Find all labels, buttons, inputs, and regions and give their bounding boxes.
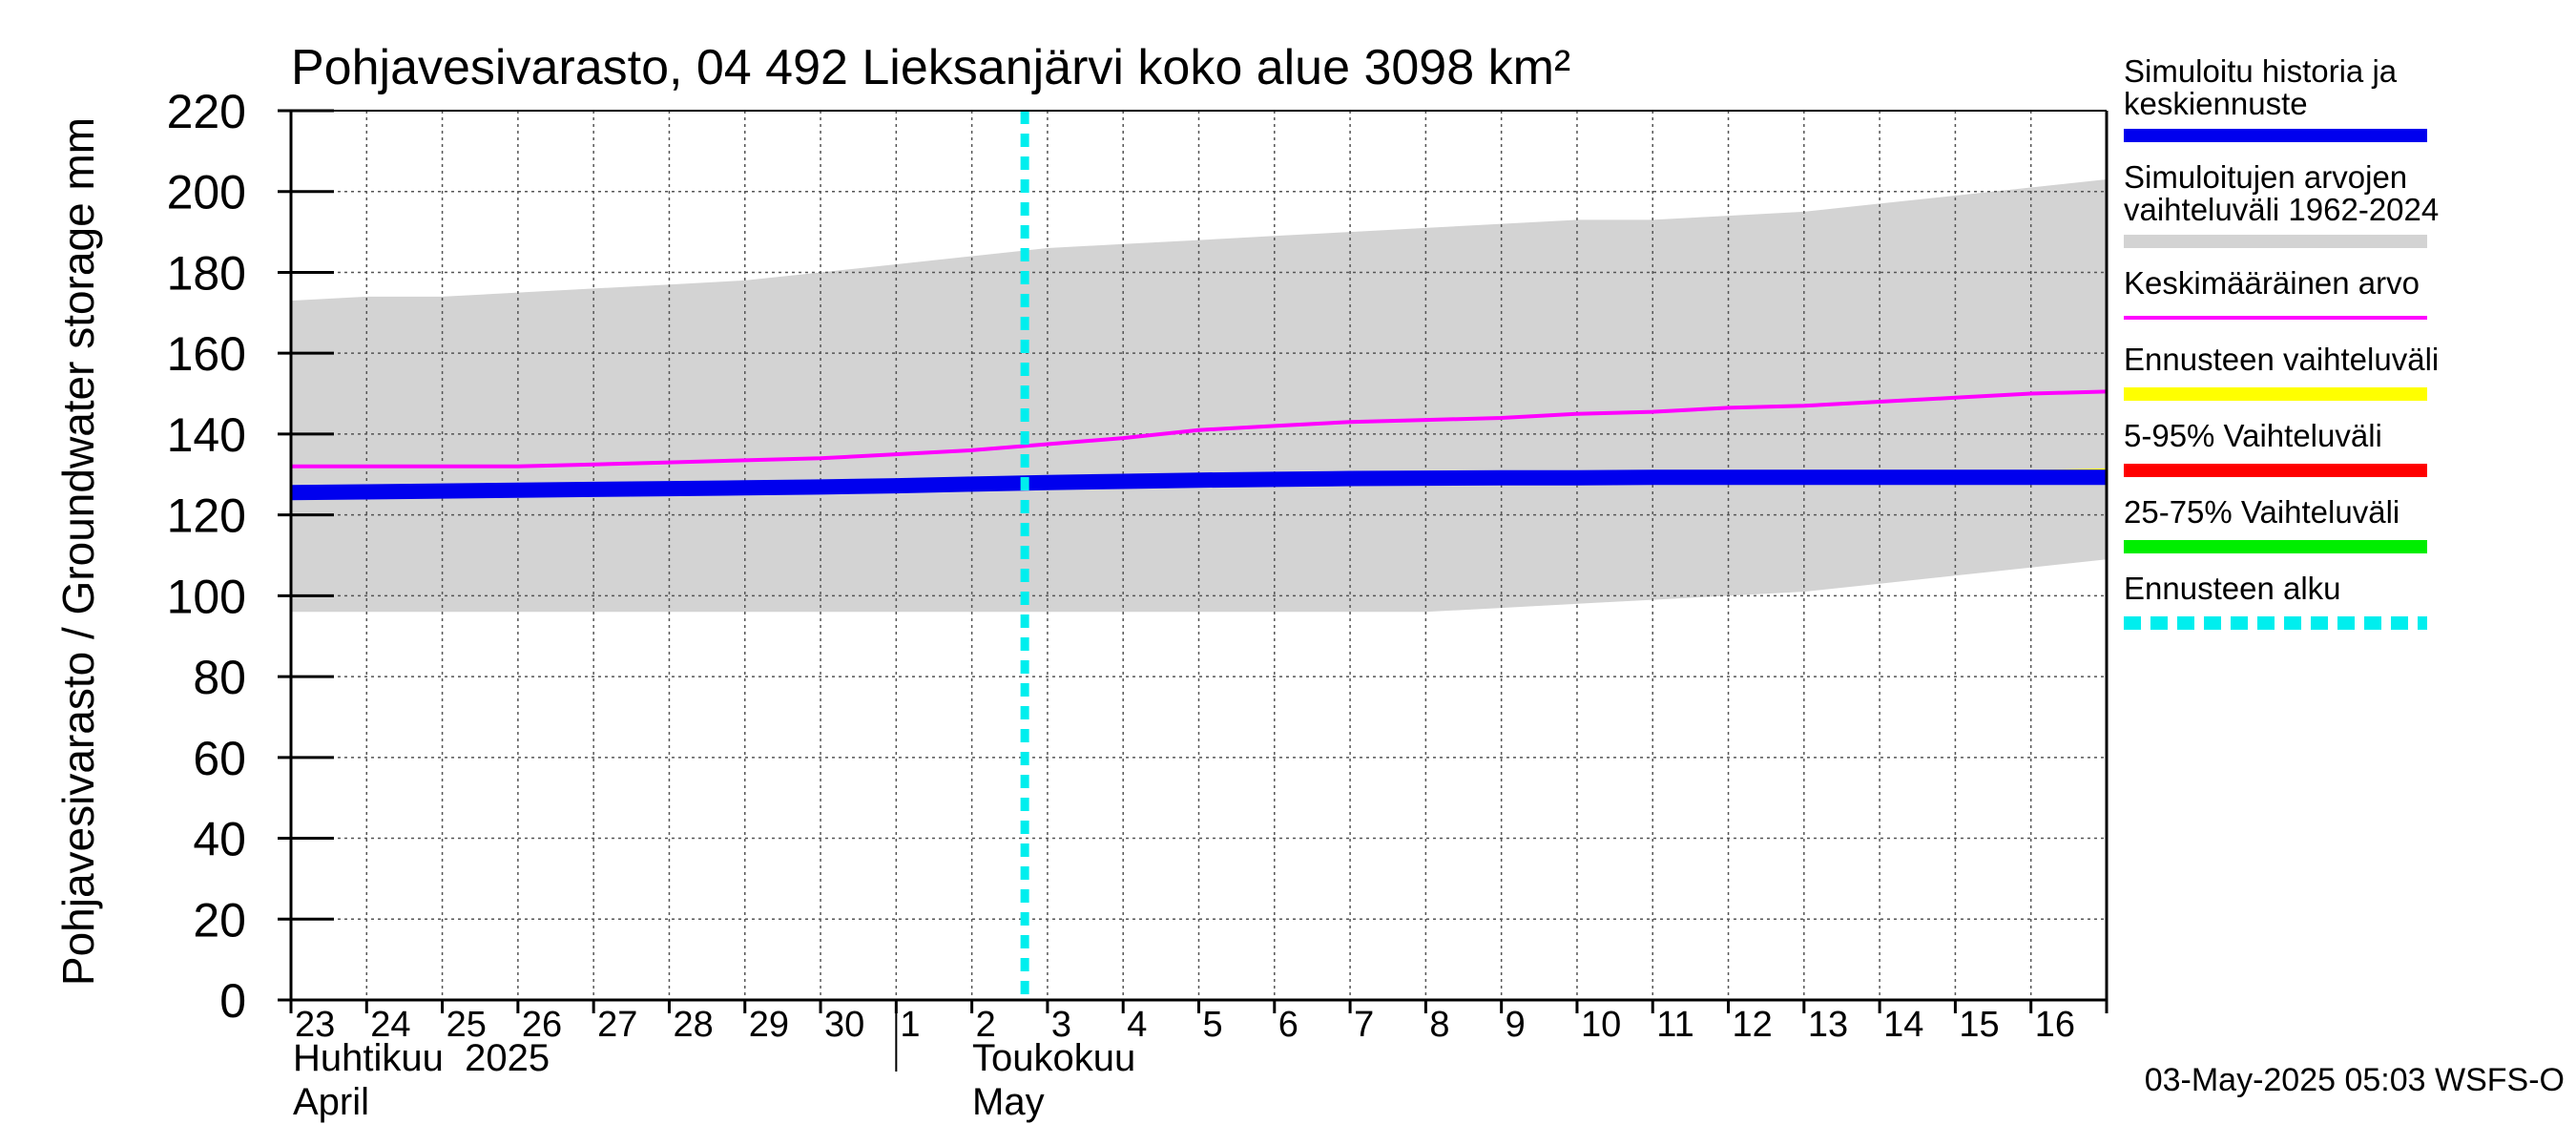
x-tick-label-20: 13 (1808, 1005, 1848, 1045)
legend-label-line1: Ennusteen vaihteluväli (2124, 342, 2439, 377)
y-tick-label-200: 200 (167, 166, 246, 219)
x-tick-label-4: 27 (597, 1005, 637, 1045)
y-tick-labels: 0 20 40 60 80 100 120 140 160 180 200 220 (167, 85, 246, 1028)
y-tick-label-0: 0 (219, 974, 246, 1028)
x-tick-label-11: 4 (1127, 1005, 1147, 1045)
month-label-may-line2: May (972, 1081, 1045, 1123)
month-label-april-line2: April (293, 1081, 369, 1123)
legend-item-5-95-vaihteluv-li: 5-95% Vaihteluväli (2124, 418, 2427, 477)
y-tick-label-140: 140 (167, 408, 246, 462)
month-label-april-line1: Huhtikuu 2025 (293, 1037, 550, 1079)
timestamp-label: 03-May-2025 05:03 WSFS-O (2145, 1062, 2565, 1098)
legend-label-line2: vaihteluväli 1962-2024 (2124, 192, 2439, 227)
x-tick-label-9: 2 (976, 1005, 996, 1045)
legend-item-keskim-r-inen-arvo: Keskimääräinen arvo (2124, 265, 2427, 320)
x-tick-label-23: 16 (2035, 1005, 2075, 1045)
band-simuloitujen-arvojen-vaihteluv-li-1962-2024 (291, 179, 2107, 613)
axes (278, 109, 2109, 1072)
legend-label-line1: 5-95% Vaihteluväli (2124, 418, 2382, 453)
x-tick-label-0: 23 (295, 1005, 335, 1045)
legend-label-line1: Simuloitu historia ja (2124, 53, 2398, 89)
y-axis-label: Pohjavesivarasto / Groundwater storage m… (53, 117, 103, 986)
y-tick-label-40: 40 (193, 813, 246, 866)
y-tick-label-20: 20 (193, 893, 246, 947)
y-tick-label-180: 180 (167, 246, 246, 300)
month-label-may-line1: Toukokuu (972, 1037, 1135, 1079)
x-tick-label-14: 7 (1354, 1005, 1374, 1045)
x-tick-label-18: 11 (1656, 1005, 1693, 1045)
x-tick-label-15: 8 (1429, 1005, 1449, 1045)
legend-label-line1: Ennusteen alku (2124, 571, 2341, 606)
x-tick-label-8: 1 (900, 1005, 920, 1045)
y-tick-label-160: 160 (167, 327, 246, 381)
x-tick-label-6: 29 (749, 1005, 789, 1045)
y-tick-label-100: 100 (167, 570, 246, 623)
x-tick-label-7: 30 (824, 1005, 864, 1045)
y-tick-label-60: 60 (193, 732, 246, 785)
x-tick-label-22: 15 (1959, 1005, 1999, 1045)
x-tick-label-12: 5 (1203, 1005, 1223, 1045)
x-tick-label-2: 25 (447, 1005, 487, 1045)
legend-label-line1: 25-75% Vaihteluväli (2124, 494, 2399, 530)
x-tick-label-1: 24 (370, 1005, 410, 1045)
x-tick-labels: 23 24 25 26 27 28 29 30 1 2 3 4 5 6 7 8 9 10 11 12 13 14 15 16 (295, 1005, 2075, 1045)
legend-item-ennusteen-alku: Ennusteen alku (2124, 571, 2427, 630)
x-tick-label-19: 12 (1733, 1005, 1773, 1045)
y-tick-label-120: 120 (167, 489, 246, 543)
month-labels: Huhtikuu 2025 April Toukokuu May (293, 1037, 1135, 1123)
y-tick-label-80: 80 (193, 651, 246, 704)
x-tick-label-3: 26 (522, 1005, 562, 1045)
legend-label-line1: Keskimääräinen arvo (2124, 265, 2420, 301)
series-lines (290, 389, 2108, 501)
x-tick-label-21: 14 (1883, 1005, 1923, 1045)
x-tick-label-13: 6 (1278, 1005, 1298, 1045)
legend-item-25-75-vaihteluv-li: 25-75% Vaihteluväli (2124, 494, 2427, 553)
legend: Simuloitu historia jakeskiennusteSimuloi… (2124, 53, 2439, 630)
legend-label-line1: Simuloitujen arvojen (2124, 159, 2407, 195)
x-tick-label-16: 9 (1506, 1005, 1526, 1045)
legend-item-ennusteen-vaihteluv-li: Ennusteen vaihteluväli (2124, 342, 2439, 401)
chart-title: Pohjavesivarasto, 04 492 Lieksanjärvi ko… (291, 40, 1570, 95)
series-keskim-r-inen-arvo (291, 389, 2108, 468)
series-simuloitu-historia-ja-keskiennuste (290, 469, 2107, 501)
y-tick-label-220: 220 (167, 85, 246, 138)
x-tick-label-5: 28 (673, 1005, 713, 1045)
x-tick-label-17: 10 (1581, 1005, 1621, 1045)
legend-label-line2: keskiennuste (2124, 86, 2308, 121)
x-tick-label-10: 3 (1051, 1005, 1071, 1045)
